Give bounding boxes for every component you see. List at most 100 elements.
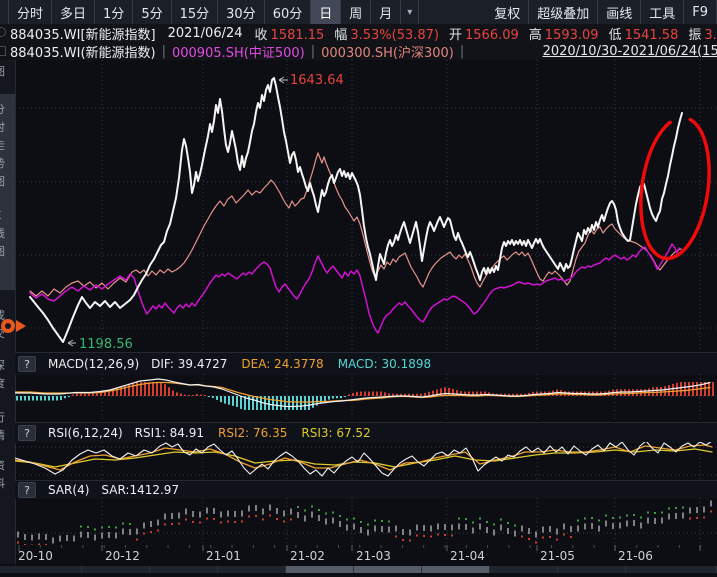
quote-field-高: 高 1593.09 bbox=[528, 24, 599, 43]
axis-label-21-05: 21-05 bbox=[540, 549, 575, 563]
sidebar-tab-glyph: 线 bbox=[0, 228, 12, 239]
period-button-日[interactable]: 日 bbox=[311, 0, 342, 24]
scrollbar-segment[interactable] bbox=[0, 566, 82, 573]
scrollbar-segment[interactable] bbox=[218, 566, 286, 573]
sidebar-tab-glyph: K bbox=[0, 210, 12, 221]
axis-label-21-03: 21-03 bbox=[356, 549, 391, 563]
toolbar-button-工具[interactable]: 工具 bbox=[641, 0, 685, 24]
main-price-chart[interactable]: 1643.64 1198.56 bbox=[15, 60, 717, 352]
period-button-1分[interactable]: 1分 bbox=[95, 0, 134, 24]
axis-label-21-04: 21-04 bbox=[450, 549, 485, 563]
period-button-5分[interactable]: 5分 bbox=[133, 0, 172, 24]
rsi-value: RSI2: 76.35 bbox=[218, 426, 288, 440]
rsi-help-button[interactable]: ? bbox=[18, 425, 36, 441]
macd-panel-header: ? MACD(12,26,9) DIF: 39.4727 DEA: 24.3778… bbox=[15, 352, 717, 375]
macd-value: MACD: 30.1898 bbox=[337, 357, 432, 371]
sar-panel-header: ? SAR(4) SAR:1412.97 bbox=[15, 480, 717, 499]
clipped-left-icon bbox=[0, 46, 6, 56]
scrollbar-segment[interactable] bbox=[354, 566, 422, 573]
clipped-left-icon bbox=[0, 27, 6, 37]
quote-field-低: 低 1541.58 bbox=[608, 24, 679, 43]
high-value-label: 1643.64 bbox=[290, 73, 344, 88]
date-range-link[interactable]: 2020/10/30-2021/06/24(159 bbox=[542, 43, 717, 59]
sidebar-tab-glyph: 资 bbox=[0, 460, 12, 471]
macd-title: MACD(12,26,9) bbox=[48, 357, 140, 371]
axis-label-20-12: 20-12 bbox=[105, 549, 140, 563]
toolbar-button-画线[interactable]: 画线 bbox=[598, 0, 642, 24]
period-toolbar: 分时 多日 1分 5分 15分 30分 60分日周月 ▾ 复权 超级叠加 画线 工具 F9 bbox=[0, 0, 717, 25]
period-button-多日[interactable]: 多日 bbox=[52, 0, 96, 24]
period-button-60分[interactable]: 60分 bbox=[265, 0, 312, 24]
legend-separator: | bbox=[310, 43, 316, 59]
scrollbar-segment[interactable] bbox=[150, 566, 218, 573]
period-button-15分[interactable]: 15分 bbox=[172, 0, 219, 24]
sidebar-tab-glyph: 情 bbox=[0, 430, 12, 441]
quote-field-收: 收 1581.15 bbox=[254, 24, 325, 43]
rsi-chart[interactable] bbox=[15, 442, 717, 480]
toolbar-button-F9[interactable]: F9 bbox=[684, 0, 717, 24]
rsi-value: RSI1: 84.91 bbox=[134, 426, 205, 440]
sidebar-tab-glyph: 分 bbox=[0, 104, 12, 115]
macd-chart[interactable] bbox=[15, 374, 717, 422]
period-button-group: 分时 多日 1分 5分 15分 30分 60分日周月 bbox=[8, 0, 402, 24]
sidebar-tab-glyph: 图 bbox=[0, 246, 12, 257]
period-button-30分[interactable]: 30分 bbox=[218, 0, 265, 24]
sidebar-tab-glyph: 图 bbox=[0, 176, 12, 187]
sidebar-tab-glyph: 度 bbox=[0, 378, 12, 389]
scrollbar-segment[interactable] bbox=[490, 566, 558, 573]
low-annotation: 1198.56 bbox=[67, 337, 133, 352]
quote-field-label: 收 bbox=[254, 27, 268, 43]
scrollbar-segment[interactable] bbox=[422, 566, 490, 573]
scrollbar-segment[interactable] bbox=[82, 566, 150, 573]
sidebar-tab-glyph: 成 bbox=[0, 310, 12, 321]
legend-separator: | bbox=[459, 43, 465, 59]
chevron-down-icon: ▾ bbox=[407, 6, 413, 18]
period-button-分时[interactable]: 分时 bbox=[8, 0, 53, 24]
sidebar-tab-glyph: 深 bbox=[0, 360, 12, 371]
quote-date: 2021/06/24 bbox=[167, 25, 243, 41]
legend-bar: 884035.WI(新能源指数) | 000905.SH(中证500) | 000300… bbox=[0, 42, 717, 60]
sidebar-tab-glyph: 交 bbox=[0, 328, 12, 339]
high-annotation: 1643.64 bbox=[278, 73, 344, 88]
left-tab-active-segment bbox=[0, 94, 15, 290]
quote-field-value: 1541.58 bbox=[624, 27, 679, 43]
quote-field-label: 振 bbox=[688, 27, 702, 43]
quote-field-value: 3.37 bbox=[704, 27, 717, 43]
axis-label-21-06: 21-06 bbox=[618, 549, 653, 563]
macd-value: DEA: 24.3778 bbox=[241, 357, 324, 371]
sidebar-tab-glyph: 时 bbox=[0, 122, 12, 133]
axis-label-21-02: 21-02 bbox=[290, 549, 325, 563]
scrollbar-segment[interactable] bbox=[626, 566, 717, 573]
sar-help-button[interactable]: ? bbox=[18, 482, 36, 498]
toolbar-right-group: 复权 超级叠加 画线 工具 F9 bbox=[486, 0, 717, 24]
quote-field-value: 3.53%(53.87) bbox=[350, 27, 439, 43]
sidebar-tab-glyph: 料 bbox=[0, 478, 12, 489]
quote-fields: 收 1581.15 幅 3.53%(53.87) 开 1566.09 高 1593.09 低 15… bbox=[254, 24, 717, 43]
low-value-label: 1198.56 bbox=[79, 337, 133, 352]
quote-field-value: 1566.09 bbox=[465, 27, 519, 43]
sidebar-tab-glyph: 势 bbox=[0, 158, 12, 169]
assistant-donut-icon[interactable] bbox=[1, 319, 15, 333]
quote-field-幅: 幅 3.53%(53.87) bbox=[334, 24, 439, 43]
rsi-title: RSI(6,12,24) bbox=[48, 426, 123, 440]
sidebar-tab-glyph: 图 bbox=[0, 66, 12, 77]
highlight-ellipse-annotation bbox=[639, 117, 711, 261]
period-button-月[interactable]: 月 bbox=[371, 0, 402, 24]
sidebar-tab-glyph: 行 bbox=[0, 412, 12, 423]
legend-items: 884035.WI(新能源指数) | 000905.SH(中证500) | 000300… bbox=[10, 42, 470, 61]
toolbar-button-复权[interactable]: 复权 bbox=[486, 0, 530, 24]
left-tab-strip[interactable]: 图分时走势图K线图成交深度行情资料 bbox=[0, 60, 16, 577]
quote-field-label: 开 bbox=[449, 27, 463, 43]
scrollbar-segment[interactable] bbox=[558, 566, 626, 573]
timeline-scrollbar[interactable] bbox=[0, 564, 717, 577]
period-more-dropdown[interactable]: ▾ bbox=[401, 0, 420, 24]
sar-chart[interactable] bbox=[15, 498, 717, 545]
macd-help-button[interactable]: ? bbox=[18, 356, 36, 372]
quote-field-label: 低 bbox=[608, 27, 622, 43]
quote-field-振: 振3.37 bbox=[688, 24, 717, 43]
quote-field-label: 高 bbox=[528, 27, 542, 43]
assistant-play-icon[interactable] bbox=[16, 320, 26, 332]
period-button-周[interactable]: 周 bbox=[341, 0, 372, 24]
toolbar-button-超级叠加[interactable]: 超级叠加 bbox=[529, 0, 599, 24]
scrollbar-segment[interactable] bbox=[286, 566, 354, 573]
